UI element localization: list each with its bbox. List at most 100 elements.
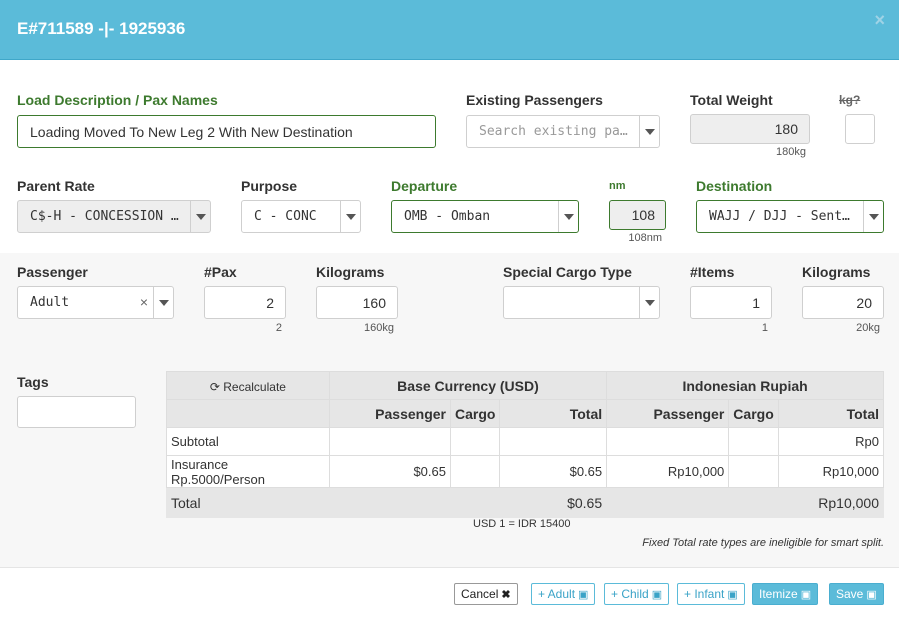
cargo-kilograms-sub: 20kg: [856, 322, 880, 334]
floppy-disk-icon: ▣: [727, 589, 738, 601]
special-cargo-select[interactable]: [503, 286, 660, 319]
kilograms-sub: 160kg: [364, 322, 394, 334]
floppy-disk-icon: ▣: [866, 589, 877, 601]
purpose-label: Purpose: [241, 178, 298, 194]
cargo-kilograms-value: 20: [856, 295, 872, 311]
existing-passengers-label: Existing Passengers: [466, 92, 603, 108]
kilograms-input[interactable]: 160: [316, 286, 398, 319]
usd-cargo-cell: [449, 455, 501, 488]
refresh-icon: ⟳: [209, 379, 220, 394]
existing-passengers-placeholder: Search existing pa…: [479, 124, 628, 139]
total-label: Total: [166, 487, 330, 518]
idr-total-cell: Rp0: [777, 427, 885, 456]
empty-header: [166, 399, 330, 428]
pax-count-input[interactable]: 2: [204, 286, 286, 319]
chevron-down-icon: [190, 201, 210, 232]
total-weight-label: Total Weight: [690, 92, 773, 108]
chevron-down-icon[interactable]: [863, 201, 883, 232]
modal-title: E#711589 -|- 1925936: [17, 19, 186, 38]
total-weight-value: 180: [774, 121, 798, 137]
footer-divider: [0, 567, 899, 568]
clear-icon[interactable]: ×: [139, 294, 148, 310]
kilograms-label: Kilograms: [316, 264, 385, 280]
add-infant-button[interactable]: + Infant ▣: [677, 583, 745, 605]
items-count-label: #Items: [690, 264, 735, 280]
usd-passenger-header: Passenger: [328, 399, 451, 428]
add-child-label: + Child: [611, 587, 649, 601]
existing-passengers-select[interactable]: Search existing pa…: [466, 115, 660, 148]
items-count-sub: 1: [761, 322, 768, 334]
idr-passenger-cell: [606, 427, 730, 456]
total-weight-sub: 180kg: [776, 146, 806, 158]
purpose-value: C - CONC: [254, 209, 317, 224]
items-count-input[interactable]: 1: [690, 286, 772, 319]
cancel-label: Cancel: [461, 587, 499, 601]
idr-total-cell: Rp10,000: [777, 455, 885, 488]
floppy-disk-icon: ▣: [578, 589, 589, 601]
usd-total-cell: $0.65: [499, 455, 608, 488]
load-description-value: Loading Moved To New Leg 2 With New Dest…: [30, 124, 353, 140]
departure-label: Departure: [391, 178, 458, 194]
itemize-label: Itemize: [759, 587, 798, 601]
tags-label: Tags: [17, 374, 49, 390]
parent-rate-value: C$-H - CONCESSION …: [30, 209, 179, 224]
idr-cargo-cell: [728, 427, 779, 456]
nm-label: nm: [609, 180, 626, 192]
chevron-down-icon[interactable]: [639, 116, 659, 147]
total-row: Total $0.65 Rp10,000: [166, 487, 884, 518]
destination-label: Destination: [696, 178, 773, 194]
row-label: Subtotal: [166, 427, 330, 456]
destination-select[interactable]: WAJJ / DJJ - Sent…: [696, 200, 884, 233]
passenger-type-select[interactable]: Adult ×: [17, 286, 174, 319]
local-currency-header: Indonesian Rupiah: [606, 371, 884, 400]
table-row: Subtotal Rp0: [166, 427, 885, 456]
usd-cargo-cell: [449, 427, 501, 456]
cargo-kilograms-input[interactable]: 20: [802, 286, 884, 319]
idr-passenger-header: Passenger: [606, 399, 730, 428]
chevron-down-icon[interactable]: [153, 287, 173, 318]
save-button[interactable]: Save ▣: [829, 583, 884, 605]
nm-sub: 108nm: [628, 232, 662, 244]
smart-split-note: Fixed Total rate types are ineligible fo…: [642, 537, 884, 549]
recalculate-label: Recalculate: [223, 379, 286, 394]
add-infant-label: + Infant: [684, 587, 725, 601]
total-idr: Rp10,000: [606, 487, 884, 518]
kg-checkbox[interactable]: [845, 114, 875, 144]
usd-passenger-cell: $0.65: [328, 455, 451, 488]
recalculate-button[interactable]: ⟳ Recalculate: [166, 371, 330, 400]
floppy-disk-icon: ▣: [651, 589, 663, 601]
cancel-button[interactable]: Cancel ✖: [454, 583, 518, 605]
kg-toggle-label: kg?: [839, 93, 861, 107]
load-description-label: Load Description / Pax Names: [17, 92, 218, 108]
parent-rate-select: C$-H - CONCESSION …: [17, 200, 211, 233]
special-cargo-label: Special Cargo Type: [503, 264, 632, 280]
itemize-button[interactable]: Itemize ▣: [752, 583, 819, 605]
row-label: Insurance Rp.5000/Person: [166, 455, 330, 488]
tags-input[interactable]: [17, 396, 136, 428]
departure-select[interactable]: OMB - Omban: [391, 200, 579, 233]
parent-rate-label: Parent Rate: [17, 178, 95, 194]
purpose-select[interactable]: C - CONC: [241, 200, 361, 233]
rates-column-row: Passenger Cargo Total Passenger Cargo To…: [166, 399, 885, 428]
load-description-input[interactable]: Loading Moved To New Leg 2 With New Dest…: [17, 115, 436, 148]
kilograms-value: 160: [362, 295, 386, 311]
table-row: Insurance Rp.5000/Person $0.65 $0.65 Rp1…: [166, 455, 885, 488]
passenger-type-value: Adult: [30, 295, 70, 310]
close-icon: ✖: [501, 589, 511, 601]
save-label: Save: [836, 587, 864, 601]
chevron-down-icon[interactable]: [558, 201, 578, 232]
floppy-disk-icon: ▣: [800, 589, 812, 601]
chevron-down-icon[interactable]: [340, 201, 360, 232]
add-adult-button[interactable]: + Adult ▣: [531, 583, 596, 605]
usd-total-header: Total: [499, 399, 608, 428]
departure-value: OMB - Omban: [404, 209, 491, 224]
nm-input: 108: [609, 200, 666, 230]
nm-value: 108: [631, 207, 655, 223]
pax-count-sub: 2: [275, 322, 282, 334]
add-child-button[interactable]: + Child ▣: [604, 583, 670, 605]
close-icon[interactable]: ×: [874, 10, 885, 30]
usd-cargo-header: Cargo: [449, 399, 501, 428]
idr-cargo-header: Cargo: [728, 399, 779, 428]
chevron-down-icon[interactable]: [639, 287, 659, 318]
passenger-label: Passenger: [17, 264, 88, 280]
